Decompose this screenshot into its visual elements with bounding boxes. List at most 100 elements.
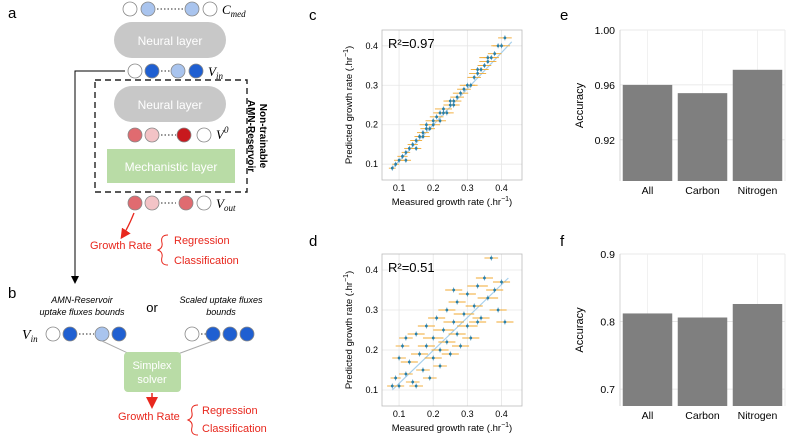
neural-layer-inner [114,86,226,122]
data-point [424,344,428,348]
data-point [500,280,503,284]
data-point [411,143,415,146]
data-point [428,127,432,131]
data-point [476,68,480,71]
data-point [465,292,469,296]
classification-label-a: Classification [174,255,239,267]
y-axis-label: Predicted growth rate (.hr−1) [343,46,355,164]
b-right-caption-1: Scaled uptake fluxes [179,295,263,305]
bar-chart-f: 0.7 0.8 0.9 All Carbon Nitrogen Accuracy [574,249,786,422]
data-point [489,256,493,260]
data-point [397,356,401,360]
panel-label-a: a [8,5,17,22]
data-point [414,332,418,336]
data-point [445,340,449,344]
x-tick-label: 0.1 [393,409,406,419]
data-point [486,60,490,63]
bar-carbon [677,317,728,406]
cmed-node-row [122,1,218,17]
data-point [469,83,473,87]
data-point [465,324,469,328]
data-point [448,103,452,107]
data-point [469,336,473,340]
data-point [404,150,408,154]
classification-label-b: Classification [202,423,267,435]
data-point [496,44,500,48]
r2-annotation: R²=0.51 [388,260,435,275]
data-point [479,316,483,320]
svg-text:AMN-Reservoir: AMN-Reservoir [245,100,256,172]
cmed-label: Cmed [222,2,246,19]
y-axis-label: Accuracy [574,82,586,128]
data-point [414,147,418,150]
y-tick-label: 0.96 [595,80,616,92]
growth-rate-label-a: Growth Rate [90,240,152,252]
data-point [394,162,398,166]
b-vin-label: Vin [22,328,38,344]
x-tick-label: 0.1 [393,183,406,193]
mechanistic-layer [107,149,235,183]
bar-nitrogen [732,69,783,181]
bar-carbon [677,93,728,181]
data-point [448,352,452,356]
data-point [438,119,442,123]
brace-a [156,234,169,266]
x-tick-label: Carbon [685,185,720,197]
data-point [479,68,483,71]
x-tick-label: 0.4 [495,409,508,419]
data-point [404,158,408,162]
data-point [493,288,497,292]
data-point [452,288,456,292]
data-point [424,324,428,328]
y-tick-label: 0.2 [365,345,378,355]
data-point [435,115,439,119]
plot-frame [381,29,523,181]
x-tick-label: Nitrogen [738,410,778,422]
b-or-label: or [146,300,158,315]
v0-node-row [127,127,212,143]
panel-label-c: c [309,7,317,24]
arrow-to-growth-rate-a [120,212,135,240]
b-right-node-row [184,326,255,342]
connector-arrow [71,70,125,284]
data-point [431,356,435,360]
vin-label: Vin [208,64,223,81]
b-left-caption-2: uptake fluxes bounds [39,307,125,317]
x-axis-label: Measured growth rate (.hr−1) [392,422,512,434]
y-tick-label: 0.4 [365,265,378,275]
vout-label: Vout [216,196,236,213]
data-point [462,87,466,91]
r2-annotation: R²=0.97 [388,36,435,51]
data-point [462,312,466,316]
data-point [407,147,411,150]
data-point [394,376,398,380]
scatter-chart-d: 0.1 0.2 0.3 0.4 0.1 0.2 0.3 0.4 R²=0.51 Measured … [343,253,523,434]
y-tick-label: 0.1 [365,385,378,395]
b-left-caption-1: AMN-Reservoir [50,295,114,305]
data-point [401,344,404,348]
data-point [493,52,497,56]
y-axis-label: Accuracy [574,307,586,353]
data-point [486,56,490,60]
growth-rate-label-b: Growth Rate [118,411,180,423]
data-point [414,139,418,142]
data-point [411,380,415,384]
data-point [421,368,425,372]
y-tick-label: 0.92 [595,135,616,147]
x-tick-label: 0.3 [461,183,474,193]
data-point [455,95,459,99]
data-point [452,320,456,324]
data-point [438,111,442,115]
neural-layer-top-label: Neural layer [138,34,203,48]
data-point [397,158,401,162]
x-axis-label: Measured growth rate (.hr−1) [392,196,512,208]
reservoir-label: Non-trainable AMN-Reservoir [245,100,268,172]
y-tick-label: 0.8 [600,317,615,329]
bar-nitrogen [732,303,783,406]
x-tick-label: 0.2 [427,183,440,193]
data-point [486,296,490,300]
data-point [390,166,394,170]
vin-node-row [127,63,204,79]
data-point [476,284,480,288]
